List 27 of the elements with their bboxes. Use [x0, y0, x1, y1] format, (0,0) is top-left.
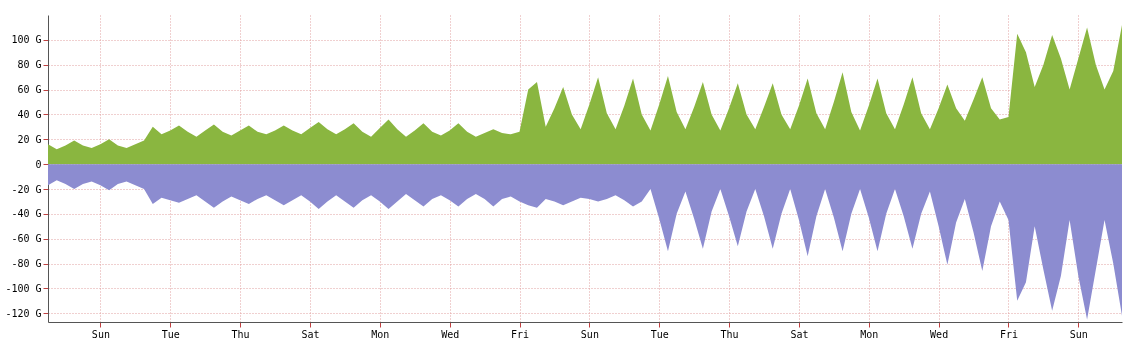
y-tick-label: -80 G — [11, 258, 42, 270]
x-tick-label: Wed — [441, 328, 460, 340]
y-tick-label: 60 G — [17, 84, 42, 96]
y-tick-label: 20 G — [17, 133, 42, 145]
y-tick-label: -120 G — [5, 307, 42, 319]
x-tick-label: Sun — [91, 328, 110, 340]
x-tick-label: Sat — [790, 328, 809, 340]
x-tick-label: Fri — [999, 328, 1019, 340]
y-tick-label: -60 G — [11, 233, 42, 245]
x-tick-label: Thu — [720, 328, 739, 340]
x-tick-label: Sat — [301, 328, 320, 340]
y-tick-label: 0 — [35, 158, 42, 170]
y-tick-label: 40 G — [17, 108, 42, 120]
y-tick-label: -40 G — [11, 208, 42, 220]
x-tick-label: Tue — [161, 328, 180, 340]
x-tick-label: Sun — [1069, 328, 1088, 340]
x-tick-label: Tue — [650, 328, 669, 340]
y-tick-label: 80 G — [17, 59, 42, 71]
x-tick-label: Mon — [371, 328, 390, 340]
x-tick-label: Fri — [510, 328, 530, 340]
x-tick-label: Mon — [860, 328, 879, 340]
x-tick-label: Wed — [930, 328, 949, 340]
x-tick-label: Sun — [580, 328, 599, 340]
y-tick-label: 100 G — [11, 34, 42, 46]
y-tick-label: -20 G — [11, 183, 42, 195]
x-tick-label: Thu — [231, 328, 250, 340]
y-tick-label: -100 G — [5, 282, 42, 294]
